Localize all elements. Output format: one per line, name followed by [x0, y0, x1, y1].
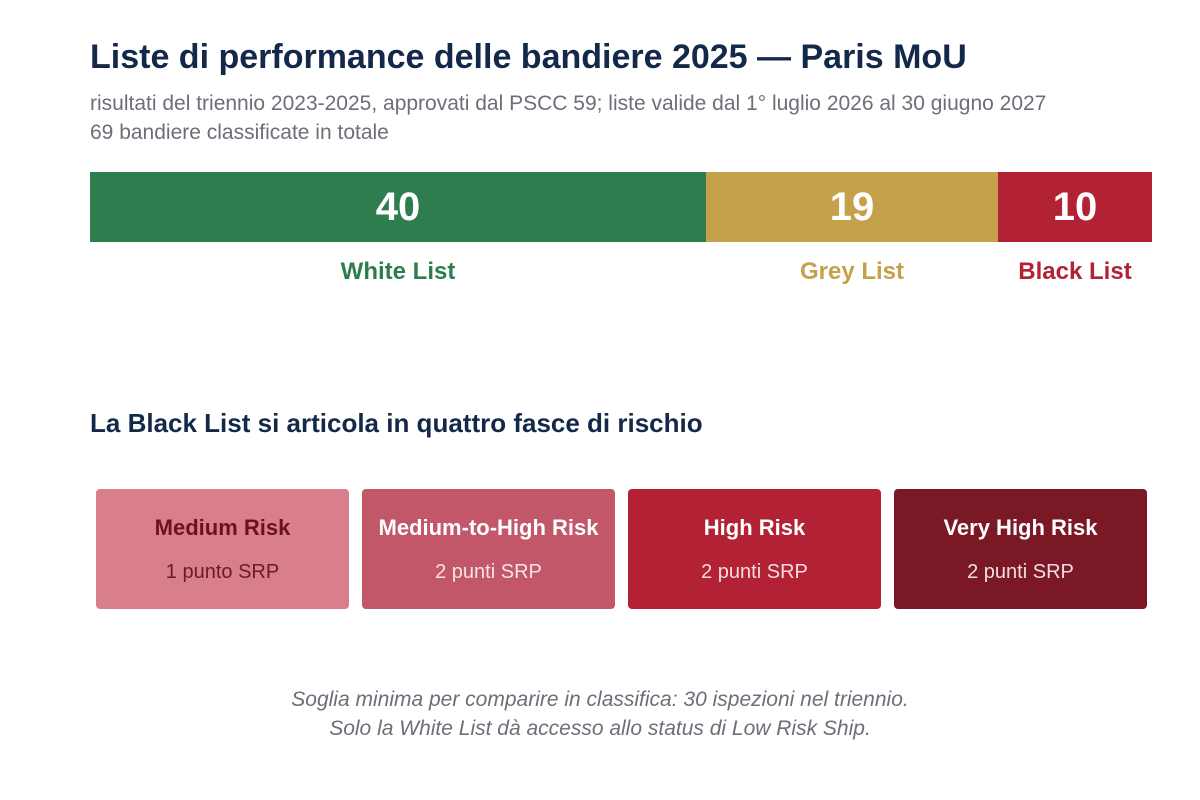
chart-title: Liste di performance delle bandiere 2025…	[90, 38, 967, 76]
black-list-heading: La Black List si articola in quattro fas…	[90, 408, 703, 438]
risk-band-name: Medium Risk	[154, 514, 291, 540]
bar-segment-grey-list: 19	[706, 172, 998, 242]
risk-band-very-high: Very High Risk 2 punti SRP	[894, 489, 1147, 609]
risk-band-high: High Risk 2 punti SRP	[628, 489, 881, 609]
chart-subtitle: risultati del triennio 2023-2025, approv…	[90, 89, 1046, 147]
legend-label-black-list: Black List	[1018, 258, 1132, 285]
risk-band-points: 2 punti SRP	[435, 560, 542, 583]
risk-band-name: Medium-to-High Risk	[378, 514, 599, 540]
risk-band-name: Very High Risk	[943, 514, 1098, 540]
footnote-line: Solo la White List dà accesso allo statu…	[329, 717, 871, 740]
legend-label-white-list: White List	[340, 258, 456, 285]
risk-band-points: 2 punti SRP	[967, 560, 1074, 583]
risk-band-points: 1 punto SRP	[165, 560, 280, 583]
data-label: 40	[375, 184, 421, 229]
stacked-bar: 40 19 10	[90, 172, 1152, 242]
legend-label-grey-list: Grey List	[799, 258, 905, 285]
risk-bands: Medium Risk 1 punto SRP Medium-to-High R…	[96, 489, 1147, 609]
bar-segment-black-list: 10	[998, 172, 1152, 242]
footnote: Soglia minima per comparire in classific…	[0, 685, 1200, 743]
subtitle-line: risultati del triennio 2023-2025, approv…	[90, 92, 1047, 115]
footnote-line: Soglia minima per comparire in classific…	[291, 688, 909, 711]
risk-band-medium-to-high: Medium-to-High Risk 2 punti SRP	[362, 489, 615, 609]
risk-band-name: High Risk	[703, 514, 806, 540]
bar-segment-white-list: 40	[90, 172, 706, 242]
data-label: 19	[829, 184, 875, 229]
data-label: 10	[1052, 184, 1098, 229]
risk-band-medium: Medium Risk 1 punto SRP	[96, 489, 349, 609]
subtitle-line: 69 bandiere classificate in totale	[90, 121, 389, 144]
risk-band-points: 2 punti SRP	[701, 560, 808, 583]
